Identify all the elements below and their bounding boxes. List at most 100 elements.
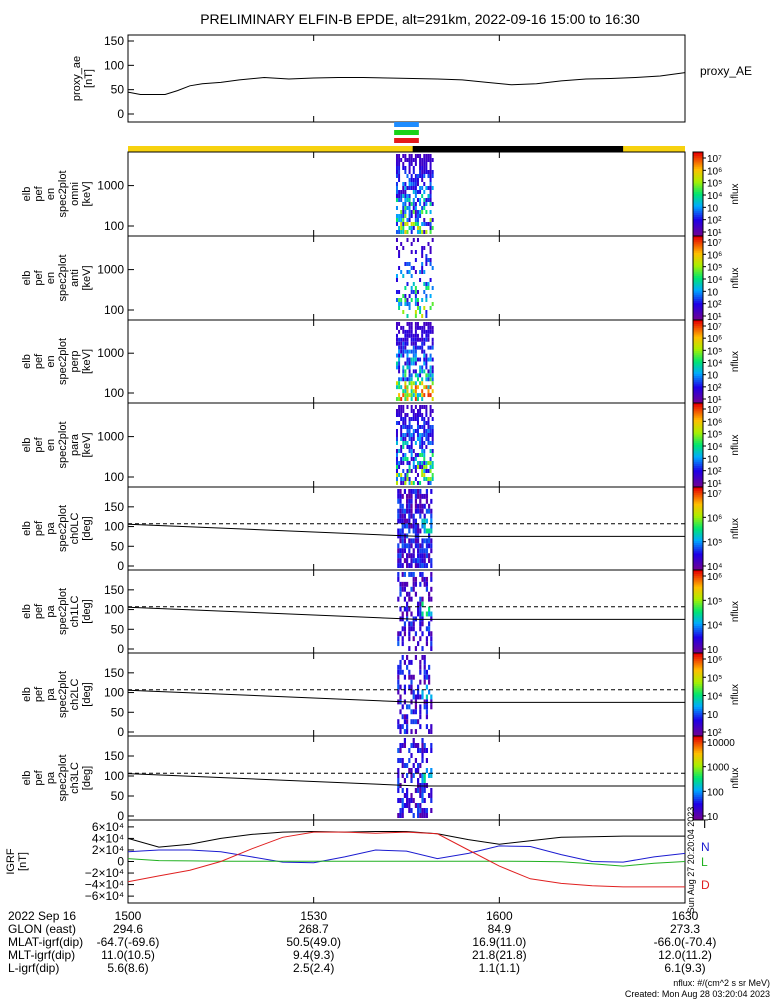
spectrogram-cell — [413, 334, 415, 338]
pitch-cell — [408, 499, 410, 504]
spectrogram-perp-colorbar-label: 10⁳ — [707, 371, 719, 382]
xaxis-row-value: -66.0(-70.4) — [654, 935, 717, 949]
spectrogram-cell — [430, 210, 432, 214]
spectrogram-cell — [423, 326, 425, 330]
spectrogram-cell — [413, 202, 415, 206]
pitch-cell — [415, 709, 417, 714]
spectrogram-para-colorbar-label: 10² — [707, 467, 722, 478]
pitch-ytick-label: 50 — [111, 539, 125, 553]
pitch-cell — [402, 612, 404, 617]
spectrogram-cell — [415, 381, 417, 385]
pitch-cell — [410, 808, 412, 813]
pitch-ch1LC-ylabel-line: elb — [21, 604, 33, 619]
spectrogram-cell — [430, 330, 432, 334]
pitch-cell — [397, 597, 399, 602]
bfield-series-N — [128, 846, 685, 863]
spectrogram-cell — [398, 338, 400, 342]
pitch-cell — [399, 607, 401, 612]
bfield-legend-T: T — [701, 817, 709, 831]
spectrogram-cell — [409, 417, 411, 421]
spectrogram-cell — [402, 218, 404, 222]
spectrogram-cell — [417, 218, 419, 222]
pitch-cell — [397, 494, 399, 499]
spectrogram-cell — [419, 158, 421, 162]
spectrogram-cell — [400, 397, 402, 401]
pitch-cell — [424, 563, 426, 568]
xaxis-row-value: 21.8(21.8) — [472, 948, 527, 962]
spectrogram-cell — [411, 274, 413, 278]
spectrogram-cell — [411, 417, 413, 421]
spectrogram-cell — [415, 310, 417, 314]
spectrogram-cell — [421, 162, 423, 166]
spectrogram-cell — [430, 373, 432, 377]
spectrogram-cell — [423, 206, 425, 210]
spectrogram-cell — [398, 166, 400, 170]
bfield-ylabel-line: IGRF — [5, 848, 17, 875]
spectrogram-cell — [432, 158, 434, 162]
ae-ytick-label: 50 — [111, 83, 125, 97]
pitch-cell — [408, 704, 410, 709]
spectrogram-cell — [411, 266, 413, 270]
spectrogram-cell — [417, 338, 419, 342]
pitch-cell — [413, 675, 415, 680]
spectrogram-cell — [413, 222, 415, 226]
spectrogram-cell — [396, 429, 398, 433]
spectrogram-cell — [396, 453, 398, 457]
spectrogram-cell — [409, 178, 411, 182]
spectrogram-cell — [402, 154, 404, 158]
spectrogram-cell — [427, 393, 429, 397]
spectrogram-anti-colorbar-label: 10⁷ — [707, 238, 722, 249]
pitch-cell — [421, 748, 423, 753]
spectrogram-cell — [427, 198, 429, 202]
spectrogram-cell — [419, 154, 421, 158]
pitch-cell — [428, 690, 430, 695]
pitch-cell — [415, 489, 417, 494]
pitch-cell — [402, 553, 404, 558]
pitch-cell — [419, 714, 421, 719]
pitch-cell — [421, 793, 423, 798]
spectrogram-cell — [402, 166, 404, 170]
pitch-cell — [426, 563, 428, 568]
spectrogram-cell — [402, 354, 404, 358]
spectrogram-cell — [421, 194, 423, 198]
spectrogram-cell — [404, 477, 406, 481]
spectrogram-cell — [430, 457, 432, 461]
pitch-cell — [410, 572, 412, 577]
pitch-cell — [399, 489, 401, 494]
spectrogram-cell — [421, 441, 423, 445]
pitch-cell — [404, 572, 406, 577]
spectrogram-cell — [396, 354, 398, 358]
spectrogram-cell — [423, 369, 425, 373]
pitch-cell — [402, 529, 404, 534]
spectrogram-cell — [427, 326, 429, 330]
spectrogram-cell — [411, 242, 413, 246]
spectrogram-cell — [430, 162, 432, 166]
spectrogram-cell — [413, 465, 415, 469]
spectrogram-cell — [432, 377, 434, 381]
spectrogram-cell — [430, 469, 432, 473]
pitch-cell — [399, 587, 401, 592]
spectrogram-cell — [400, 218, 402, 222]
spectrogram-cell — [398, 198, 400, 202]
spectrogram-cell — [411, 322, 413, 326]
pitch-cell — [408, 489, 410, 494]
pitch-cell — [419, 504, 421, 509]
spectrogram-cell — [417, 226, 419, 230]
xaxis-row-label: MLAT-igrf(dip) — [8, 935, 83, 949]
spectrogram-anti-ylabel-line: en — [45, 272, 57, 284]
spectrogram-cell — [402, 186, 404, 190]
pitch-cell — [410, 709, 412, 714]
spectrogram-cell — [402, 330, 404, 334]
pitch-cell — [408, 626, 410, 631]
spectrogram-para-ylabel-line: [keV] — [81, 432, 93, 457]
pitch-cell — [417, 563, 419, 568]
pitch-cell — [406, 665, 408, 670]
spectrogram-cell — [425, 262, 427, 266]
pitch-cell — [399, 582, 401, 587]
spectrogram-cell — [400, 385, 402, 389]
spectrogram-cell — [427, 338, 429, 342]
spectrogram-cell — [411, 457, 413, 461]
spectrogram-cell — [415, 385, 417, 389]
spectrogram-cell — [409, 377, 411, 381]
spectrogram-cell — [419, 365, 421, 369]
